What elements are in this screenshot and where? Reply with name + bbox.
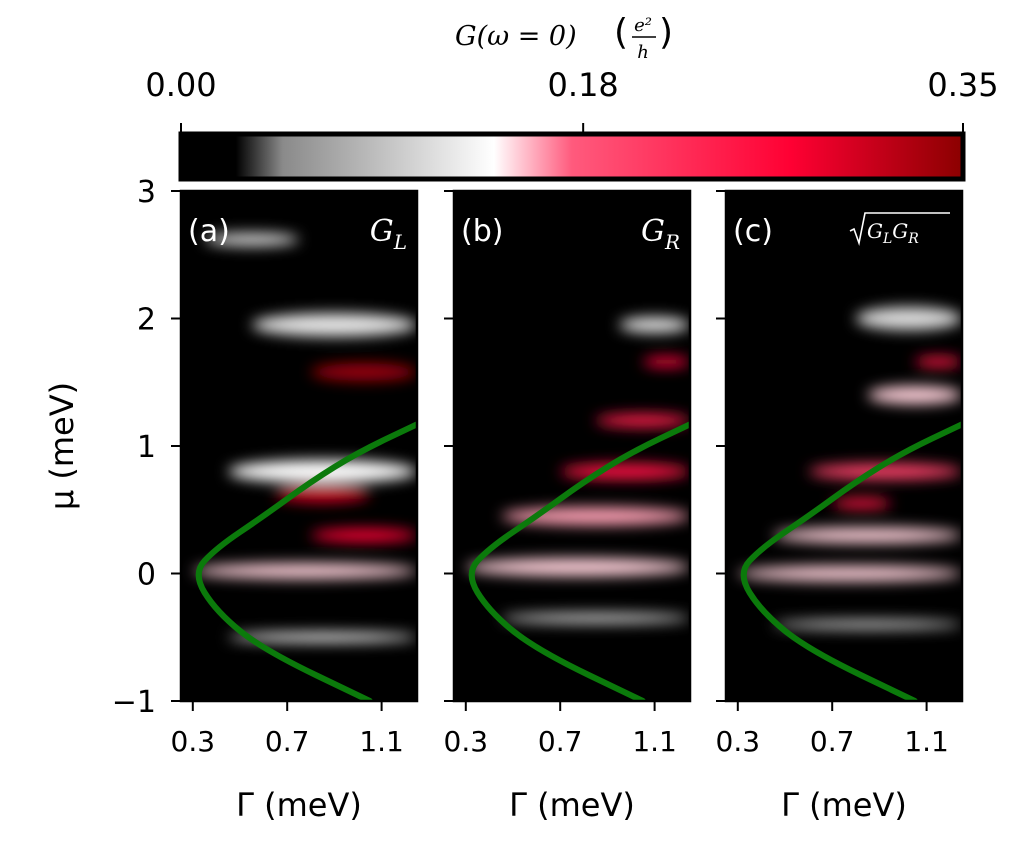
heatmap-band (595, 414, 690, 427)
y-tick-label: 1 (137, 430, 156, 465)
x-tick-label: 0.7 (265, 725, 310, 758)
x-tick-label: 1.1 (632, 725, 677, 758)
panel-quantity-label: GR (641, 214, 680, 254)
x-axis-label: Γ (meV) (236, 786, 362, 824)
colorbar-label-main: G(ω = 0) (455, 21, 577, 52)
panel-background (454, 191, 690, 701)
x-tick-label: 1.1 (359, 725, 404, 758)
heatmap-features (465, 317, 690, 624)
y-tick-label: 0 (137, 558, 156, 593)
x-axis-label: Γ (meV) (509, 786, 635, 824)
y-axis: 3 2 1 0 −1 (112, 175, 156, 720)
colorbar-unit-rparen: ) (659, 12, 673, 53)
y-axis-label: μ (meV) (43, 382, 81, 510)
colorbar-ticks: 0.00 0.18 0.35 (145, 66, 999, 134)
x-tick-label: 0.7 (810, 725, 855, 758)
colorbar-label: G(ω = 0) (455, 21, 577, 52)
panels: (a) GL (b) GR (c) GLGR (171, 189, 964, 703)
colorbar-unit: ( e² h ) (614, 12, 673, 63)
colorbar-unit-numerator: e² (634, 15, 652, 36)
heatmap-band (310, 363, 417, 381)
y-tick-label: −1 (112, 685, 156, 720)
dispersion-curve (740, 421, 962, 701)
colorbar-tick-label: 0.18 (548, 66, 619, 104)
y-tick-label: 2 (137, 303, 156, 338)
heatmap-band (251, 313, 417, 337)
panel-tag: (a) (188, 214, 230, 249)
colorbar-unit-denominator: h (637, 42, 649, 63)
panel-tag: (c) (733, 214, 773, 249)
colorbar-tick-label: 0.35 (927, 66, 998, 104)
x-tick-label: 1.1 (904, 725, 949, 758)
heatmap-band (619, 317, 690, 333)
heatmap-band (204, 233, 299, 246)
heatmap-band (914, 356, 962, 367)
heatmap-band (773, 527, 962, 543)
x-axes: 0.3 0.7 1.1 Γ (meV) 0.3 0.7 1.1 Γ (meV) 0.3 0.7 1.… (171, 701, 949, 824)
heatmap-band (855, 307, 962, 330)
x-axis-label: Γ (meV) (781, 786, 907, 824)
panel-a: (a) GL (171, 189, 419, 703)
heatmap-band (560, 463, 690, 480)
colorbar-tick-label: 0.00 (145, 66, 216, 104)
x-tick-label: 0.3 (171, 725, 216, 758)
heatmap-band (501, 613, 690, 624)
panel-quantity-label: GLGR (867, 219, 919, 247)
panel-quantity-label: GL (370, 214, 407, 254)
panel-tag: (b) (461, 214, 503, 249)
x-tick-label: 0.3 (444, 725, 489, 758)
x-tick-label: 0.7 (538, 725, 583, 758)
heatmap-band (867, 386, 962, 404)
panel-b: (b) GR (444, 189, 692, 703)
colorbar (178, 131, 966, 182)
heatmap-band (642, 356, 690, 367)
heatmap-band (465, 558, 690, 577)
sqrt-sign (849, 212, 950, 246)
heatmap-band (832, 498, 892, 509)
colorbar-unit-lparen: ( (614, 12, 628, 53)
y-tick-label: 3 (137, 175, 156, 210)
heatmap-band (228, 632, 417, 642)
heatmap-band (501, 507, 690, 526)
heatmap-band (192, 563, 417, 579)
heatmap-band (773, 620, 962, 629)
heatmap-band (808, 463, 962, 480)
x-tick-label: 0.3 (716, 725, 761, 758)
dispersion-curve (195, 421, 417, 701)
panel-background (181, 191, 417, 701)
heatmap-features (737, 307, 962, 629)
panel-c: (c) GLGR (716, 189, 964, 703)
dispersion-curve (468, 421, 690, 701)
heatmap-band (310, 528, 417, 542)
heatmap-band (737, 565, 962, 582)
